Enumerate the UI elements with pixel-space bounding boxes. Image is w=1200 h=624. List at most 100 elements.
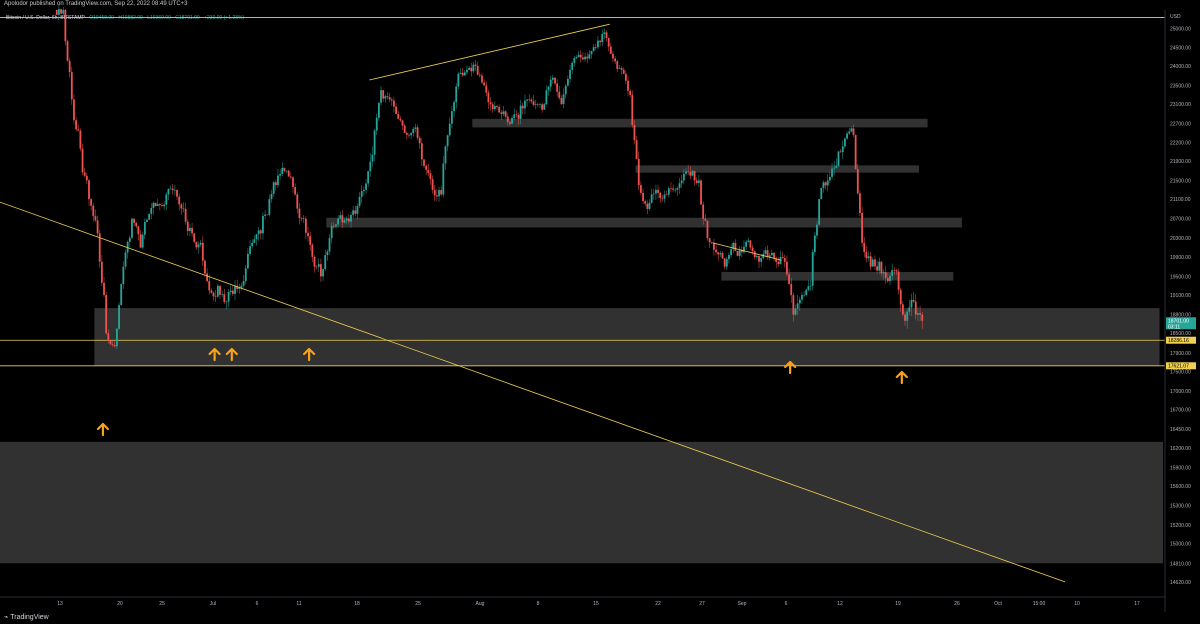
- candle-body: [309, 236, 312, 245]
- candle-body: [414, 127, 417, 129]
- candle-body: [337, 218, 340, 225]
- candle-body: [801, 295, 803, 300]
- candle-body: [92, 205, 95, 217]
- candle-body: [811, 252, 814, 286]
- trendline-0: [0, 201, 1066, 583]
- candle-body: [169, 188, 172, 190]
- candle-body: [214, 296, 217, 297]
- time-tick-label: 25: [159, 601, 165, 607]
- time-tick-label: 11: [296, 601, 301, 607]
- ohlc-high: H19882.00: [118, 15, 143, 21]
- candle-body: [496, 106, 498, 108]
- candle-body: [627, 80, 629, 91]
- candle-body: [530, 99, 533, 102]
- candle-body: [234, 285, 236, 294]
- candle-body: [691, 171, 694, 176]
- time-tick-label: 6: [256, 601, 259, 607]
- candle-body: [58, 9, 60, 15]
- candle-body: [889, 275, 891, 282]
- zone-4: [721, 272, 954, 281]
- candle-body: [609, 46, 612, 54]
- time-axis[interactable]: 13 20 25 Jul 6 11 18 25 Aug 8 15 22 27 Sep 6 12 19 26 Oct 1…: [0, 596, 1165, 607]
- candle-body: [844, 138, 846, 147]
- candle-body: [161, 205, 163, 207]
- candle-body: [143, 221, 146, 235]
- candle-body: [852, 128, 855, 135]
- price-tick-label: 15000.00: [1170, 542, 1191, 548]
- candle-body: [760, 258, 763, 262]
- candle-body: [296, 194, 299, 209]
- bounce-arrow-icon: [784, 360, 797, 375]
- tradingview-brand[interactable]: ⌁ TradingView: [4, 613, 49, 621]
- candle-body: [751, 247, 754, 252]
- candle-body: [380, 90, 382, 103]
- candle-body: [180, 204, 183, 209]
- candle-body: [268, 199, 271, 215]
- candle-body: [481, 75, 483, 83]
- candle-body: [438, 189, 440, 197]
- candle-body: [73, 99, 75, 121]
- price-axis-unit: USD: [1170, 14, 1181, 20]
- candle-body: [294, 187, 297, 195]
- candle-body: [332, 225, 335, 227]
- candle-body: [388, 97, 391, 100]
- candle-body: [859, 193, 861, 214]
- candle-body: [665, 194, 668, 196]
- candle-body: [865, 252, 868, 259]
- trendline-1: [369, 23, 610, 81]
- candle-body: [126, 241, 129, 253]
- candle-body: [197, 244, 200, 248]
- candle-body: [453, 102, 455, 112]
- candle-body: [191, 227, 193, 234]
- candle-body: [474, 64, 477, 66]
- candle-body: [184, 208, 187, 222]
- bounce-arrow-icon: [895, 370, 908, 385]
- candle-body: [483, 82, 486, 86]
- candle-body: [199, 242, 202, 245]
- price-tag-subtext: 03:11: [1168, 324, 1180, 330]
- candle-body: [794, 308, 797, 315]
- candle-body: [455, 86, 458, 103]
- price-axis[interactable]: USD 25000.00 24500.00 24000.00 23500.00 2310…: [1164, 10, 1191, 612]
- candle-body: [451, 111, 453, 124]
- candle-body: [94, 216, 97, 221]
- candle-body: [560, 97, 563, 105]
- candle-body: [693, 171, 696, 181]
- candle-body: [423, 159, 425, 166]
- candle-body: [193, 233, 196, 242]
- candle-body: [635, 140, 638, 160]
- candle-body: [350, 214, 352, 222]
- candle-body: [584, 56, 586, 60]
- candle-body: [740, 250, 743, 253]
- candle-body: [328, 238, 331, 252]
- candle-body: [448, 123, 451, 136]
- time-tick-label: 18: [354, 601, 360, 607]
- time-tick-label: 25: [415, 601, 421, 607]
- candle-body: [313, 256, 316, 267]
- candle-body: [249, 246, 251, 254]
- candle-body: [848, 131, 851, 134]
- zones-layer: [0, 118, 1163, 564]
- candle-body: [616, 61, 619, 69]
- candle-body: [805, 289, 808, 295]
- candle-body: [247, 253, 249, 269]
- trendline-2: [712, 242, 782, 261]
- candle-body: [440, 189, 443, 195]
- published-line: Apolodor published on TradingView.com, S…: [4, 1, 188, 7]
- candle-body: [676, 188, 679, 190]
- candle-body: [365, 183, 367, 190]
- candle-body: [509, 121, 511, 124]
- candle-body: [588, 54, 591, 59]
- candle-body: [158, 204, 161, 206]
- candle-body: [195, 241, 198, 248]
- candle-body: [300, 218, 303, 219]
- candle-body: [373, 130, 376, 155]
- candle-body: [689, 172, 692, 176]
- time-tick-label: Aug: [476, 601, 485, 607]
- candle-body: [631, 94, 634, 125]
- candle-body: [120, 284, 123, 306]
- time-tick-label: 8: [537, 601, 540, 607]
- candle-body: [302, 218, 305, 219]
- candle-body: [154, 202, 157, 206]
